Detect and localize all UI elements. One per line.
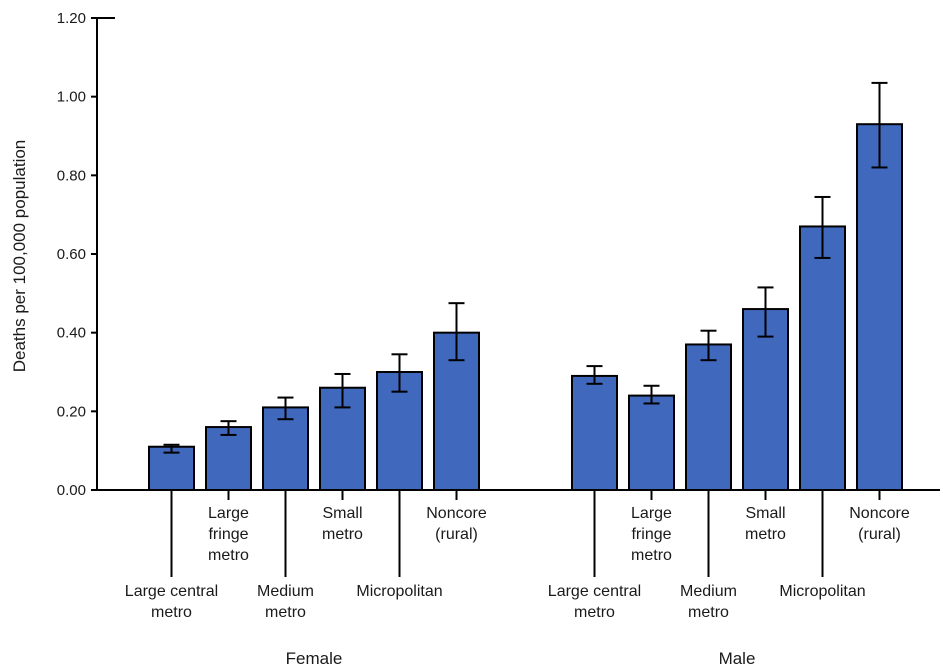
group-label: Male bbox=[719, 649, 756, 668]
category-label: Medium bbox=[257, 583, 314, 600]
bar bbox=[799, 225, 846, 491]
category-label: Large bbox=[631, 505, 672, 522]
group-label: Female bbox=[286, 649, 343, 668]
category-label: Large central bbox=[548, 583, 641, 600]
y-tick-label: 0.00 bbox=[57, 482, 86, 499]
category-label: Noncore bbox=[849, 505, 910, 522]
bar bbox=[742, 308, 789, 492]
category-label: metro bbox=[745, 526, 786, 543]
y-tick-label: 0.60 bbox=[57, 246, 86, 263]
y-axis-title: Deaths per 100,000 population bbox=[10, 140, 29, 373]
category-label: metro bbox=[322, 526, 363, 543]
category-label: Micropolitan bbox=[779, 583, 865, 600]
bar bbox=[571, 374, 618, 491]
category-label: metro bbox=[574, 604, 615, 621]
category-label: Large central bbox=[125, 583, 218, 600]
category-label: Noncore bbox=[426, 505, 487, 522]
category-label: Small bbox=[322, 505, 362, 522]
y-tick-label: 1.00 bbox=[57, 89, 86, 106]
category-label: (rural) bbox=[858, 526, 901, 543]
category-label: Small bbox=[745, 505, 785, 522]
bar bbox=[856, 123, 903, 491]
category-label: fringe bbox=[631, 526, 671, 543]
y-tick-label: 0.40 bbox=[57, 325, 86, 342]
category-label: metro bbox=[151, 604, 192, 621]
bar bbox=[628, 394, 675, 492]
category-label: metro bbox=[688, 604, 729, 621]
category-label: fringe bbox=[208, 526, 248, 543]
category-label: metro bbox=[265, 604, 306, 621]
category-label: Medium bbox=[680, 583, 737, 600]
category-label: metro bbox=[208, 547, 249, 564]
bar bbox=[685, 343, 732, 492]
category-label: metro bbox=[631, 547, 672, 564]
y-tick-label: 0.80 bbox=[57, 167, 86, 184]
category-label: Large bbox=[208, 505, 249, 522]
bar bbox=[205, 426, 252, 492]
y-tick-label: 1.20 bbox=[57, 10, 86, 27]
category-label: (rural) bbox=[435, 526, 478, 543]
y-tick-label: 0.20 bbox=[57, 403, 86, 420]
category-label: Micropolitan bbox=[356, 583, 442, 600]
